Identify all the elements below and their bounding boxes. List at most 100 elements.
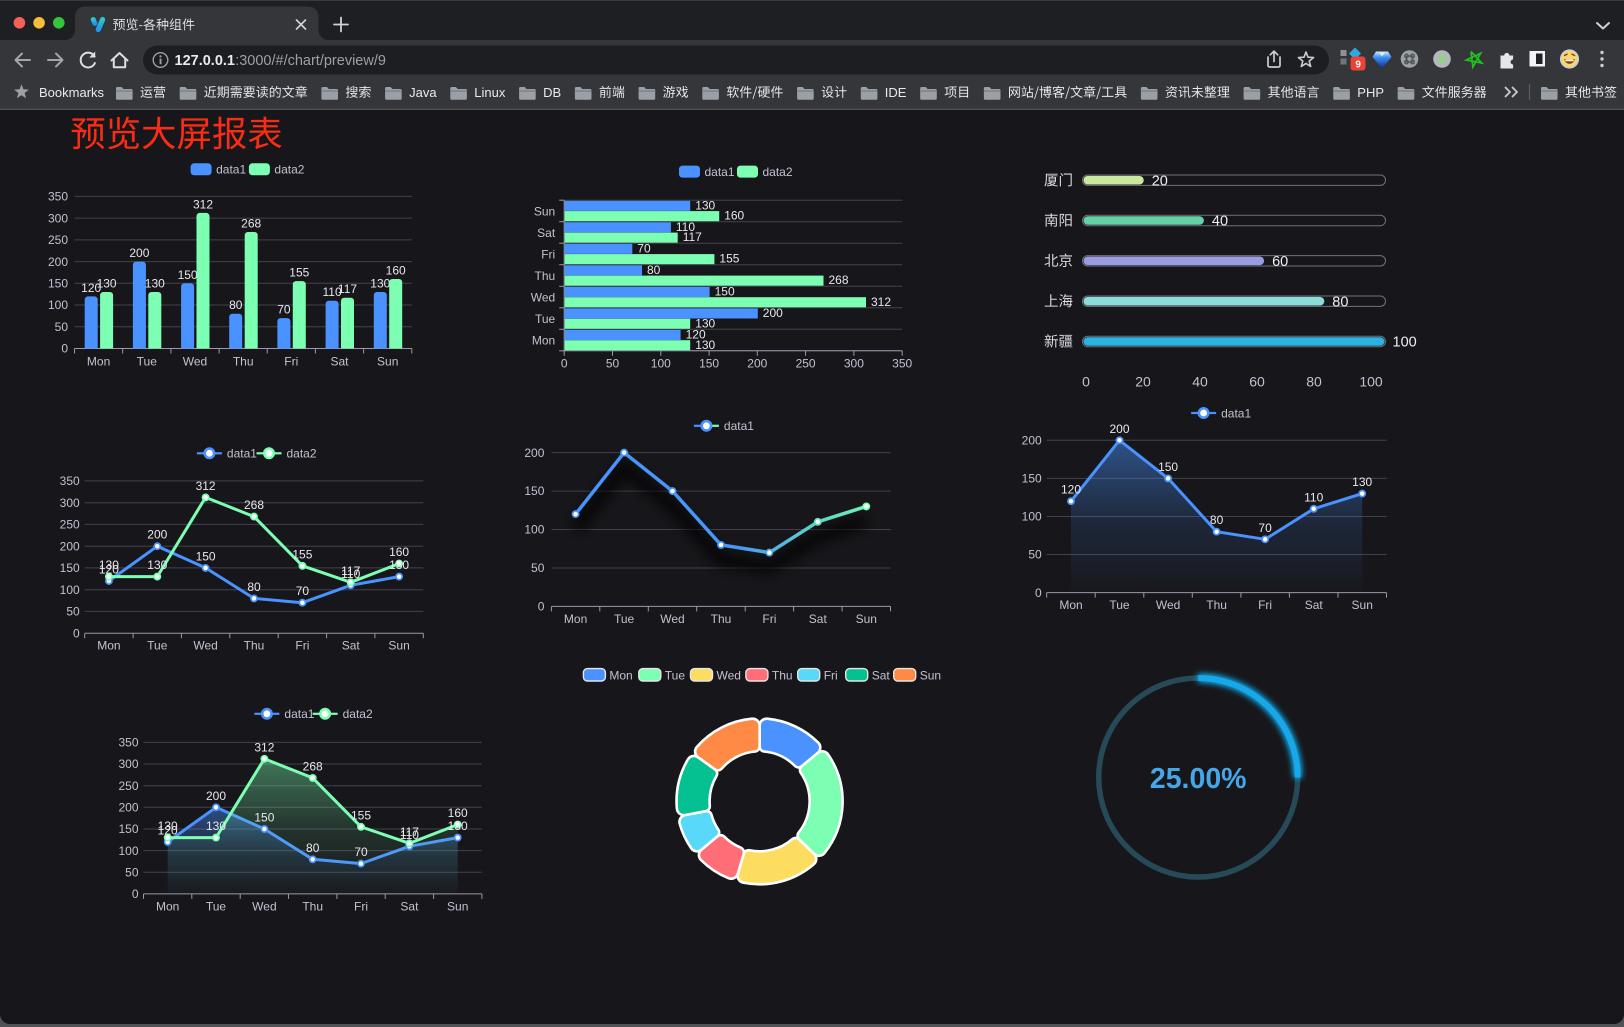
svg-text:data2: data2	[287, 447, 317, 461]
svg-text:268: 268	[829, 273, 849, 287]
svg-text:data2: data2	[343, 707, 373, 721]
svg-text:100: 100	[1393, 335, 1417, 351]
svg-text:IDE: IDE	[885, 85, 907, 100]
svg-text:100: 100	[118, 844, 138, 858]
svg-text:268: 268	[244, 498, 264, 512]
svg-text:Sun: Sun	[534, 204, 555, 218]
svg-text:50: 50	[66, 605, 80, 619]
svg-text:110: 110	[1304, 490, 1323, 504]
svg-text:Tue: Tue	[206, 899, 227, 913]
svg-text:data1: data1	[724, 419, 754, 433]
svg-text:data1: data1	[284, 707, 314, 721]
svg-text:Mon: Mon	[1059, 598, 1082, 612]
svg-text:100: 100	[48, 298, 68, 312]
svg-text:Bookmarks: Bookmarks	[39, 85, 105, 100]
svg-text:312: 312	[193, 197, 213, 211]
svg-text:Thu: Thu	[711, 612, 732, 626]
svg-text:Wed: Wed	[660, 612, 684, 626]
svg-text:Fri: Fri	[762, 612, 776, 626]
svg-text:70: 70	[637, 241, 651, 255]
svg-text:Fri: Fri	[541, 247, 555, 261]
svg-text:Mon: Mon	[532, 333, 555, 347]
svg-text:200: 200	[206, 789, 226, 803]
svg-text:300: 300	[48, 211, 68, 225]
svg-text:110: 110	[323, 285, 342, 299]
svg-text:150: 150	[178, 268, 198, 282]
svg-text:Sat: Sat	[400, 899, 419, 913]
svg-text:100: 100	[524, 523, 544, 537]
svg-text:155: 155	[719, 252, 739, 266]
svg-text:Fri: Fri	[824, 668, 838, 682]
svg-text:Wed: Wed	[717, 668, 741, 682]
svg-text:Thu: Thu	[1206, 598, 1227, 612]
svg-text:117: 117	[400, 825, 419, 839]
svg-text:120: 120	[1061, 483, 1081, 497]
svg-text:0: 0	[61, 342, 68, 356]
svg-text:50: 50	[1028, 548, 1042, 562]
svg-text:250: 250	[60, 518, 80, 532]
svg-text:Mon: Mon	[156, 899, 179, 913]
svg-text:100: 100	[60, 583, 80, 597]
svg-text:250: 250	[48, 233, 68, 247]
svg-text:0: 0	[132, 887, 139, 901]
svg-text:Java: Java	[409, 85, 437, 100]
svg-text:Fri: Fri	[284, 354, 298, 368]
svg-text:130: 130	[448, 819, 468, 833]
svg-text:312: 312	[871, 295, 891, 309]
svg-text:80: 80	[229, 298, 243, 312]
svg-text:Wed: Wed	[193, 639, 217, 653]
svg-text:Sat: Sat	[330, 354, 349, 368]
svg-text:0: 0	[538, 600, 545, 614]
svg-text:350: 350	[60, 474, 80, 488]
svg-text:150: 150	[118, 822, 138, 836]
svg-text:155: 155	[351, 808, 371, 822]
svg-text::3000/#/chart/preview/9: :3000/#/chart/preview/9	[235, 53, 386, 69]
svg-text:80: 80	[1210, 513, 1224, 527]
svg-text:130: 130	[695, 338, 715, 352]
svg-text:data1: data1	[1221, 406, 1251, 420]
svg-text:DB: DB	[543, 85, 561, 100]
svg-text:300: 300	[844, 356, 864, 370]
svg-text:PHP: PHP	[1357, 85, 1384, 100]
svg-text:155: 155	[289, 266, 309, 280]
svg-text:80: 80	[647, 263, 661, 277]
svg-text:200: 200	[147, 528, 167, 542]
svg-text:0: 0	[73, 626, 80, 640]
svg-text:150: 150	[699, 356, 719, 370]
svg-text:80: 80	[306, 841, 320, 855]
svg-text:Fri: Fri	[295, 639, 309, 653]
svg-text:Mon: Mon	[87, 354, 110, 368]
svg-text:20: 20	[1135, 374, 1151, 390]
svg-text:155: 155	[292, 547, 312, 561]
svg-text:50: 50	[531, 561, 545, 575]
svg-text:Mon: Mon	[564, 612, 587, 626]
svg-text:150: 150	[1022, 472, 1042, 486]
svg-text:300: 300	[118, 757, 138, 771]
svg-text:Tue: Tue	[535, 312, 556, 326]
svg-text:Wed: Wed	[183, 354, 207, 368]
svg-text:160: 160	[386, 264, 406, 278]
svg-text:110: 110	[341, 567, 360, 581]
svg-text:350: 350	[118, 736, 138, 750]
svg-text:160: 160	[389, 545, 409, 559]
svg-text:200: 200	[747, 356, 767, 370]
svg-text:130: 130	[145, 277, 165, 291]
svg-text:150: 150	[1158, 460, 1178, 474]
svg-text:100: 100	[1022, 510, 1042, 524]
svg-text:20: 20	[1152, 173, 1168, 189]
svg-text:50: 50	[606, 356, 620, 370]
svg-text:200: 200	[60, 539, 80, 553]
svg-text:160: 160	[448, 806, 468, 820]
svg-text:350: 350	[48, 190, 68, 204]
svg-text:150: 150	[196, 549, 216, 563]
svg-text:Mon: Mon	[609, 668, 632, 682]
svg-text:Sun: Sun	[447, 899, 468, 913]
svg-text:80: 80	[1306, 374, 1322, 390]
svg-text:40: 40	[1212, 214, 1228, 230]
svg-text:data1: data1	[216, 163, 246, 177]
svg-text:120: 120	[99, 563, 119, 577]
svg-text:Sun: Sun	[920, 668, 941, 682]
svg-text:Tue: Tue	[614, 612, 635, 626]
svg-text:200: 200	[763, 306, 783, 320]
svg-text:70: 70	[354, 845, 368, 859]
